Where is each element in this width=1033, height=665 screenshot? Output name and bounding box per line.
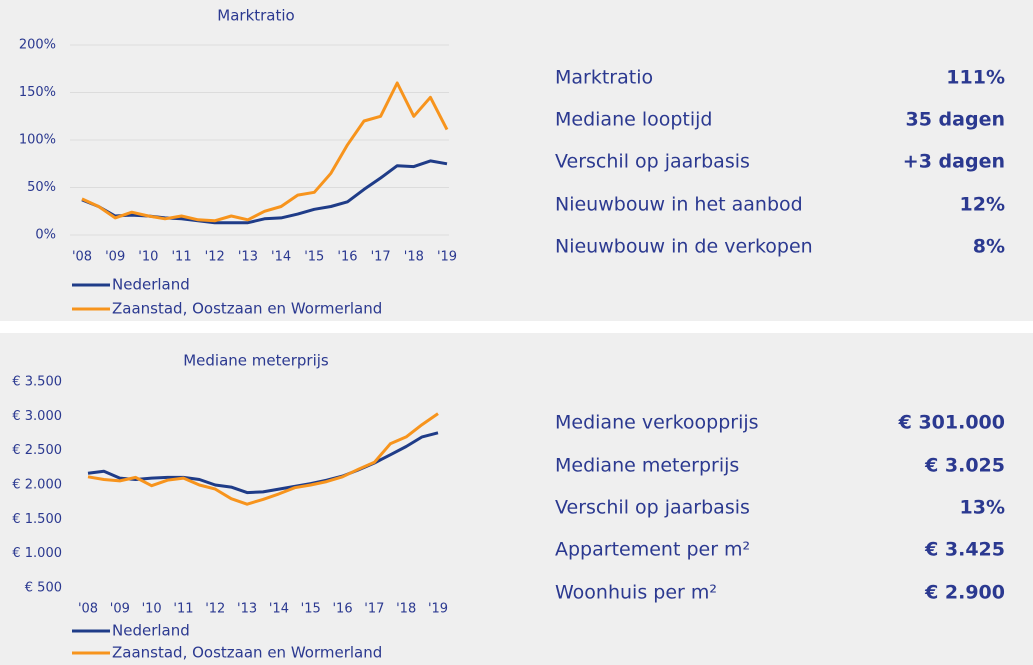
chart-title: Mediane meterprijs: [183, 352, 329, 370]
x-tick-label: '14: [269, 602, 289, 617]
stat-value: 35 dagen: [906, 109, 1006, 131]
legend-label: Nederland: [112, 622, 190, 640]
stat-label: Marktratio: [555, 67, 653, 89]
stat-value: € 301.000: [898, 412, 1005, 434]
stat-label: Mediane looptijd: [555, 109, 713, 131]
x-tick-label: '19: [437, 250, 457, 265]
x-tick-label: '18: [396, 602, 416, 617]
x-tick-label: '19: [428, 602, 448, 617]
stat-value: 111%: [946, 67, 1005, 89]
legend-label: Zaanstad, Oostzaan en Wormerland: [112, 644, 382, 662]
x-tick-label: '09: [110, 602, 130, 617]
stat-label: Mediane meterprijs: [555, 455, 739, 477]
series-line: [87, 431, 439, 495]
x-tick-label: '15: [304, 250, 324, 265]
x-tick-label: '12: [205, 602, 225, 617]
y-tick-label: 100%: [19, 133, 56, 148]
x-tick-label: '10: [138, 250, 158, 265]
x-tick-label: '10: [142, 602, 162, 617]
x-tick-label: '12: [205, 250, 225, 265]
x-tick-label: '08: [78, 602, 98, 617]
chart-title: Marktratio: [217, 7, 294, 25]
stat-value: € 3.425: [924, 539, 1005, 561]
y-tick-label: € 3.000: [12, 409, 62, 424]
y-tick-label: € 2.000: [12, 478, 62, 493]
x-tick-label: '16: [337, 250, 357, 265]
x-tick-label: '11: [173, 602, 193, 617]
y-tick-label: 200%: [19, 38, 56, 53]
panel: [0, 333, 1033, 665]
stat-label: Nieuwbouw in de verkopen: [555, 236, 813, 258]
stat-label: Verschil op jaarbasis: [555, 151, 750, 173]
stat-label: Appartement per m²: [555, 539, 750, 561]
y-tick-label: 0%: [35, 228, 56, 243]
stat-value: 12%: [960, 194, 1005, 216]
legend-label: Nederland: [112, 276, 190, 294]
x-tick-label: '13: [238, 250, 258, 265]
x-tick-label: '17: [371, 250, 391, 265]
y-tick-label: 150%: [19, 85, 56, 100]
stat-value: +3 dagen: [903, 151, 1005, 173]
y-tick-label: € 3.500: [12, 375, 62, 390]
x-tick-label: '13: [237, 602, 257, 617]
stat-label: Mediane verkoopprijs: [555, 412, 759, 434]
y-tick-label: 50%: [27, 180, 56, 195]
stat-value: 13%: [960, 497, 1005, 519]
panel: [0, 0, 1033, 321]
y-tick-label: € 500: [25, 581, 62, 596]
y-tick-label: € 2.500: [12, 443, 62, 458]
stat-label: Verschil op jaarbasis: [555, 497, 750, 519]
x-tick-label: '18: [404, 250, 424, 265]
y-tick-label: € 1.500: [12, 512, 62, 527]
x-tick-label: '09: [105, 250, 125, 265]
legend-label: Zaanstad, Oostzaan en Wormerland: [112, 300, 382, 318]
series-line: [87, 412, 439, 506]
stat-value: 8%: [973, 236, 1005, 258]
series-line: [81, 81, 449, 223]
stat-value: € 3.025: [924, 455, 1005, 477]
stat-value: € 2.900: [924, 582, 1005, 604]
x-tick-label: '08: [72, 250, 92, 265]
stat-label: Nieuwbouw in het aanbod: [555, 194, 803, 216]
y-tick-label: € 1.000: [12, 546, 62, 561]
stat-label: Woonhuis per m²: [555, 582, 717, 604]
x-tick-label: '16: [332, 602, 352, 617]
x-tick-label: '17: [364, 602, 384, 617]
x-tick-label: '11: [171, 250, 191, 265]
x-tick-label: '14: [271, 250, 291, 265]
x-tick-label: '15: [301, 602, 321, 617]
